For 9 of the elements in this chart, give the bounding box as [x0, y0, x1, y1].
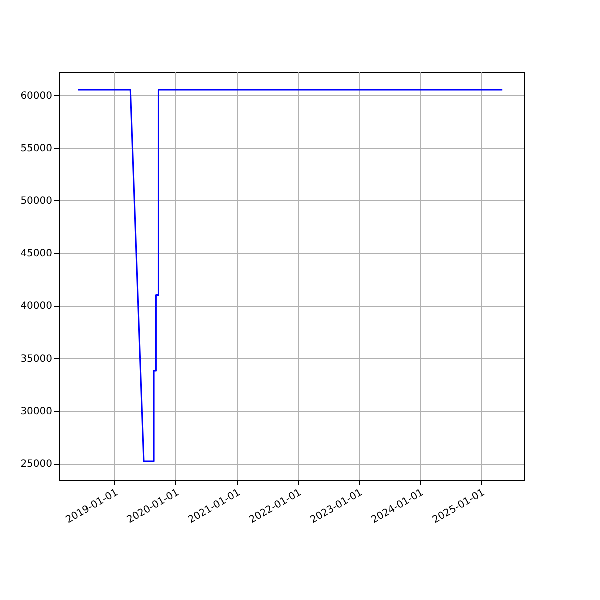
y-tick-label: 50000 — [20, 196, 52, 207]
y-tick-label: 35000 — [20, 354, 52, 365]
y-tick-label: 55000 — [20, 143, 52, 154]
y-tick-label: 30000 — [20, 406, 52, 418]
y-tick-label: 45000 — [20, 248, 52, 260]
y-tick-label: 25000 — [20, 459, 52, 470]
line-series — [78, 89, 504, 462]
y-tick-label: 40000 — [20, 301, 52, 312]
y-tick-label: 60000 — [20, 90, 52, 102]
